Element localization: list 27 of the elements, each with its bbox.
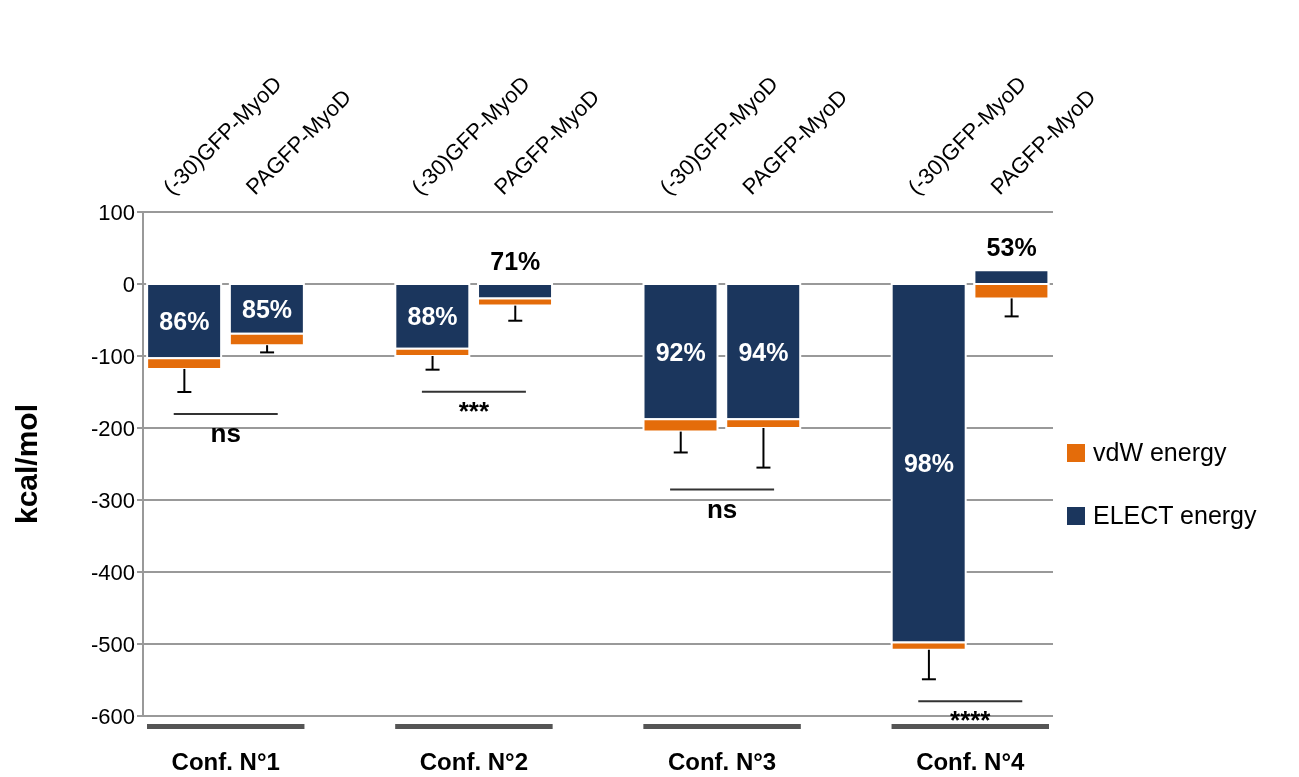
annotation: 92% xyxy=(655,337,706,366)
annotation: 88% xyxy=(407,302,458,331)
annotation: 71% xyxy=(490,247,541,275)
annotation: **** xyxy=(950,705,992,736)
annotation: 94% xyxy=(738,337,789,366)
legend-label: vdW energy xyxy=(1093,438,1227,467)
y-tick-label: 100 xyxy=(98,199,135,225)
annotation: 53% xyxy=(986,233,1037,262)
annotation: 98% xyxy=(903,449,954,478)
annotation: ns xyxy=(210,418,241,448)
y-tick-label: -200 xyxy=(90,415,135,441)
annotation: ns xyxy=(706,493,738,524)
y-tick-label: -600 xyxy=(90,703,135,729)
y-tick-label: -500 xyxy=(90,631,135,657)
text: Conf. N°1 xyxy=(171,748,280,775)
text: Conf. N°4 xyxy=(916,748,1026,775)
y-tick-label: -100 xyxy=(90,343,135,369)
text: Conf. N°3 xyxy=(667,748,777,775)
annotation: 86% xyxy=(159,307,210,336)
legend-label: ELECT energy xyxy=(1093,501,1257,530)
text: Conf. N°2 xyxy=(419,748,529,775)
y-tick-label: 0 xyxy=(122,271,135,297)
y-axis-title: kcal/mol xyxy=(9,403,43,525)
y-tick-label: -300 xyxy=(90,487,135,513)
y-tick-label: -400 xyxy=(90,559,135,585)
annotation: 85% xyxy=(242,294,293,323)
annotation: *** xyxy=(458,395,490,426)
